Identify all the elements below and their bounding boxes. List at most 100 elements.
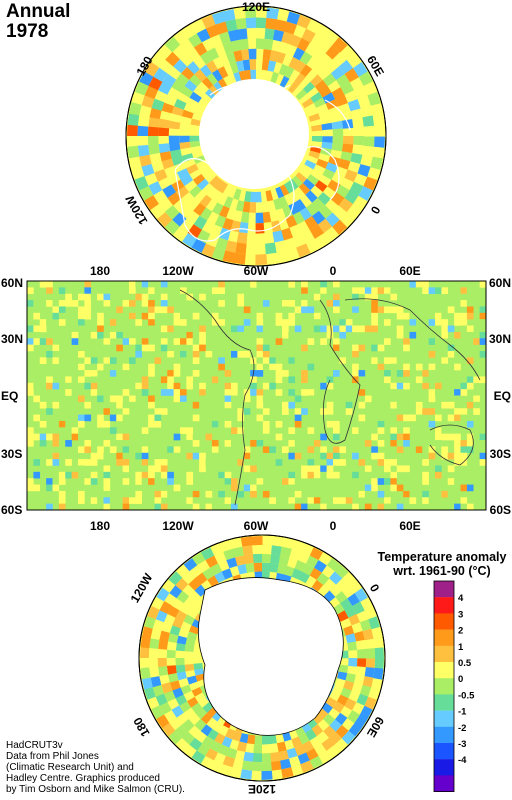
grid-cell bbox=[58, 319, 66, 326]
polar-cell bbox=[322, 136, 333, 143]
south-label-120w: 120W bbox=[128, 570, 156, 605]
grid-cell bbox=[65, 287, 72, 295]
grid-cell bbox=[396, 433, 404, 441]
grid-cell bbox=[78, 414, 85, 422]
polar-cell bbox=[192, 552, 206, 566]
grid-cell bbox=[135, 452, 143, 460]
grid-cell bbox=[199, 293, 206, 301]
grid-cell bbox=[403, 370, 410, 377]
polar-cell bbox=[360, 154, 373, 168]
grid-cell bbox=[192, 503, 200, 511]
grid-cell bbox=[275, 363, 283, 371]
polar-cell bbox=[305, 190, 318, 204]
grid-cell bbox=[167, 490, 174, 498]
polar-cell bbox=[255, 223, 265, 234]
grid-cell bbox=[352, 414, 359, 422]
polar-cell bbox=[337, 610, 349, 622]
grid-cell bbox=[58, 497, 66, 504]
grid-cell bbox=[250, 440, 257, 447]
grid-cell bbox=[447, 414, 455, 422]
grid-cell bbox=[466, 376, 474, 384]
grid-cell bbox=[109, 395, 117, 403]
polar-cell bbox=[280, 546, 292, 558]
grid-cell bbox=[454, 408, 461, 415]
grid-cell bbox=[403, 382, 410, 390]
grid-cell bbox=[262, 490, 270, 498]
grid-cell bbox=[192, 344, 200, 352]
grid-cell bbox=[224, 484, 232, 492]
polar-cell bbox=[200, 712, 212, 725]
grid-cell bbox=[326, 300, 334, 307]
grid-cell bbox=[301, 287, 308, 295]
polar-cell bbox=[374, 124, 385, 137]
grid-cell bbox=[224, 408, 232, 415]
grid-cell bbox=[454, 350, 461, 358]
grid-cell bbox=[180, 287, 187, 295]
grid-cell bbox=[122, 452, 130, 460]
polar-cell bbox=[374, 647, 384, 659]
polar-cell bbox=[150, 628, 162, 640]
grid-cell bbox=[320, 363, 327, 371]
grid-cell bbox=[84, 401, 92, 409]
grid-cell bbox=[199, 344, 206, 352]
legend-swatch bbox=[434, 694, 454, 711]
grid-cell bbox=[345, 497, 353, 504]
grid-cell bbox=[358, 401, 366, 409]
polar-cell bbox=[169, 625, 181, 636]
grid-cell bbox=[313, 503, 321, 511]
grid-cell bbox=[211, 376, 219, 384]
grid-cell bbox=[396, 503, 404, 511]
grid-cell bbox=[275, 433, 283, 441]
grid-cell bbox=[46, 408, 53, 415]
polar-cell bbox=[186, 60, 201, 75]
polar-cell bbox=[140, 636, 151, 649]
grid-cell bbox=[243, 440, 251, 447]
grid-cell bbox=[384, 389, 391, 396]
grid-cell bbox=[173, 484, 181, 492]
grid-cell bbox=[256, 484, 264, 492]
grid-cell bbox=[135, 382, 143, 390]
grid-cell bbox=[141, 287, 149, 295]
grid-cell bbox=[358, 319, 366, 326]
grid-cell bbox=[345, 293, 353, 301]
grid-cell bbox=[78, 433, 85, 441]
grid-cell bbox=[466, 420, 474, 428]
grid-cell bbox=[27, 325, 34, 333]
polar-cell bbox=[199, 194, 212, 208]
grid-cell bbox=[180, 344, 187, 352]
grid-cell bbox=[409, 490, 417, 498]
grid-cell bbox=[250, 401, 257, 409]
grid-cell bbox=[466, 401, 474, 409]
grid-cell bbox=[211, 414, 219, 422]
polar-cell bbox=[205, 748, 218, 761]
polar-cell bbox=[127, 113, 140, 126]
grid-cell bbox=[237, 490, 245, 498]
grid-cell bbox=[447, 401, 455, 409]
grid-cell bbox=[250, 344, 257, 352]
grid-cell bbox=[52, 344, 60, 352]
polar-cell bbox=[233, 252, 246, 265]
grid-cell bbox=[231, 382, 238, 390]
grid-cell bbox=[122, 312, 130, 320]
grid-cell bbox=[192, 338, 200, 345]
legend-swatch bbox=[434, 710, 454, 727]
grid-cell bbox=[339, 357, 347, 364]
grid-cell bbox=[97, 389, 104, 396]
grid-cell bbox=[460, 440, 468, 447]
grid-cell bbox=[454, 287, 461, 295]
polar-cell bbox=[217, 744, 230, 756]
grid-cell bbox=[90, 331, 98, 339]
polar-cell bbox=[301, 97, 314, 109]
polar-cell bbox=[148, 116, 160, 128]
polar-cell bbox=[184, 79, 198, 92]
grid-cell bbox=[154, 497, 162, 504]
grid-cell bbox=[460, 382, 468, 390]
grid-cell bbox=[390, 459, 398, 466]
polar-cell bbox=[166, 665, 177, 675]
grid-cell bbox=[199, 382, 206, 390]
polar-cell bbox=[140, 646, 150, 658]
polar-cell bbox=[184, 663, 195, 672]
polar-cell bbox=[240, 536, 253, 547]
polar-cell bbox=[170, 113, 182, 123]
grid-cell bbox=[282, 478, 289, 485]
